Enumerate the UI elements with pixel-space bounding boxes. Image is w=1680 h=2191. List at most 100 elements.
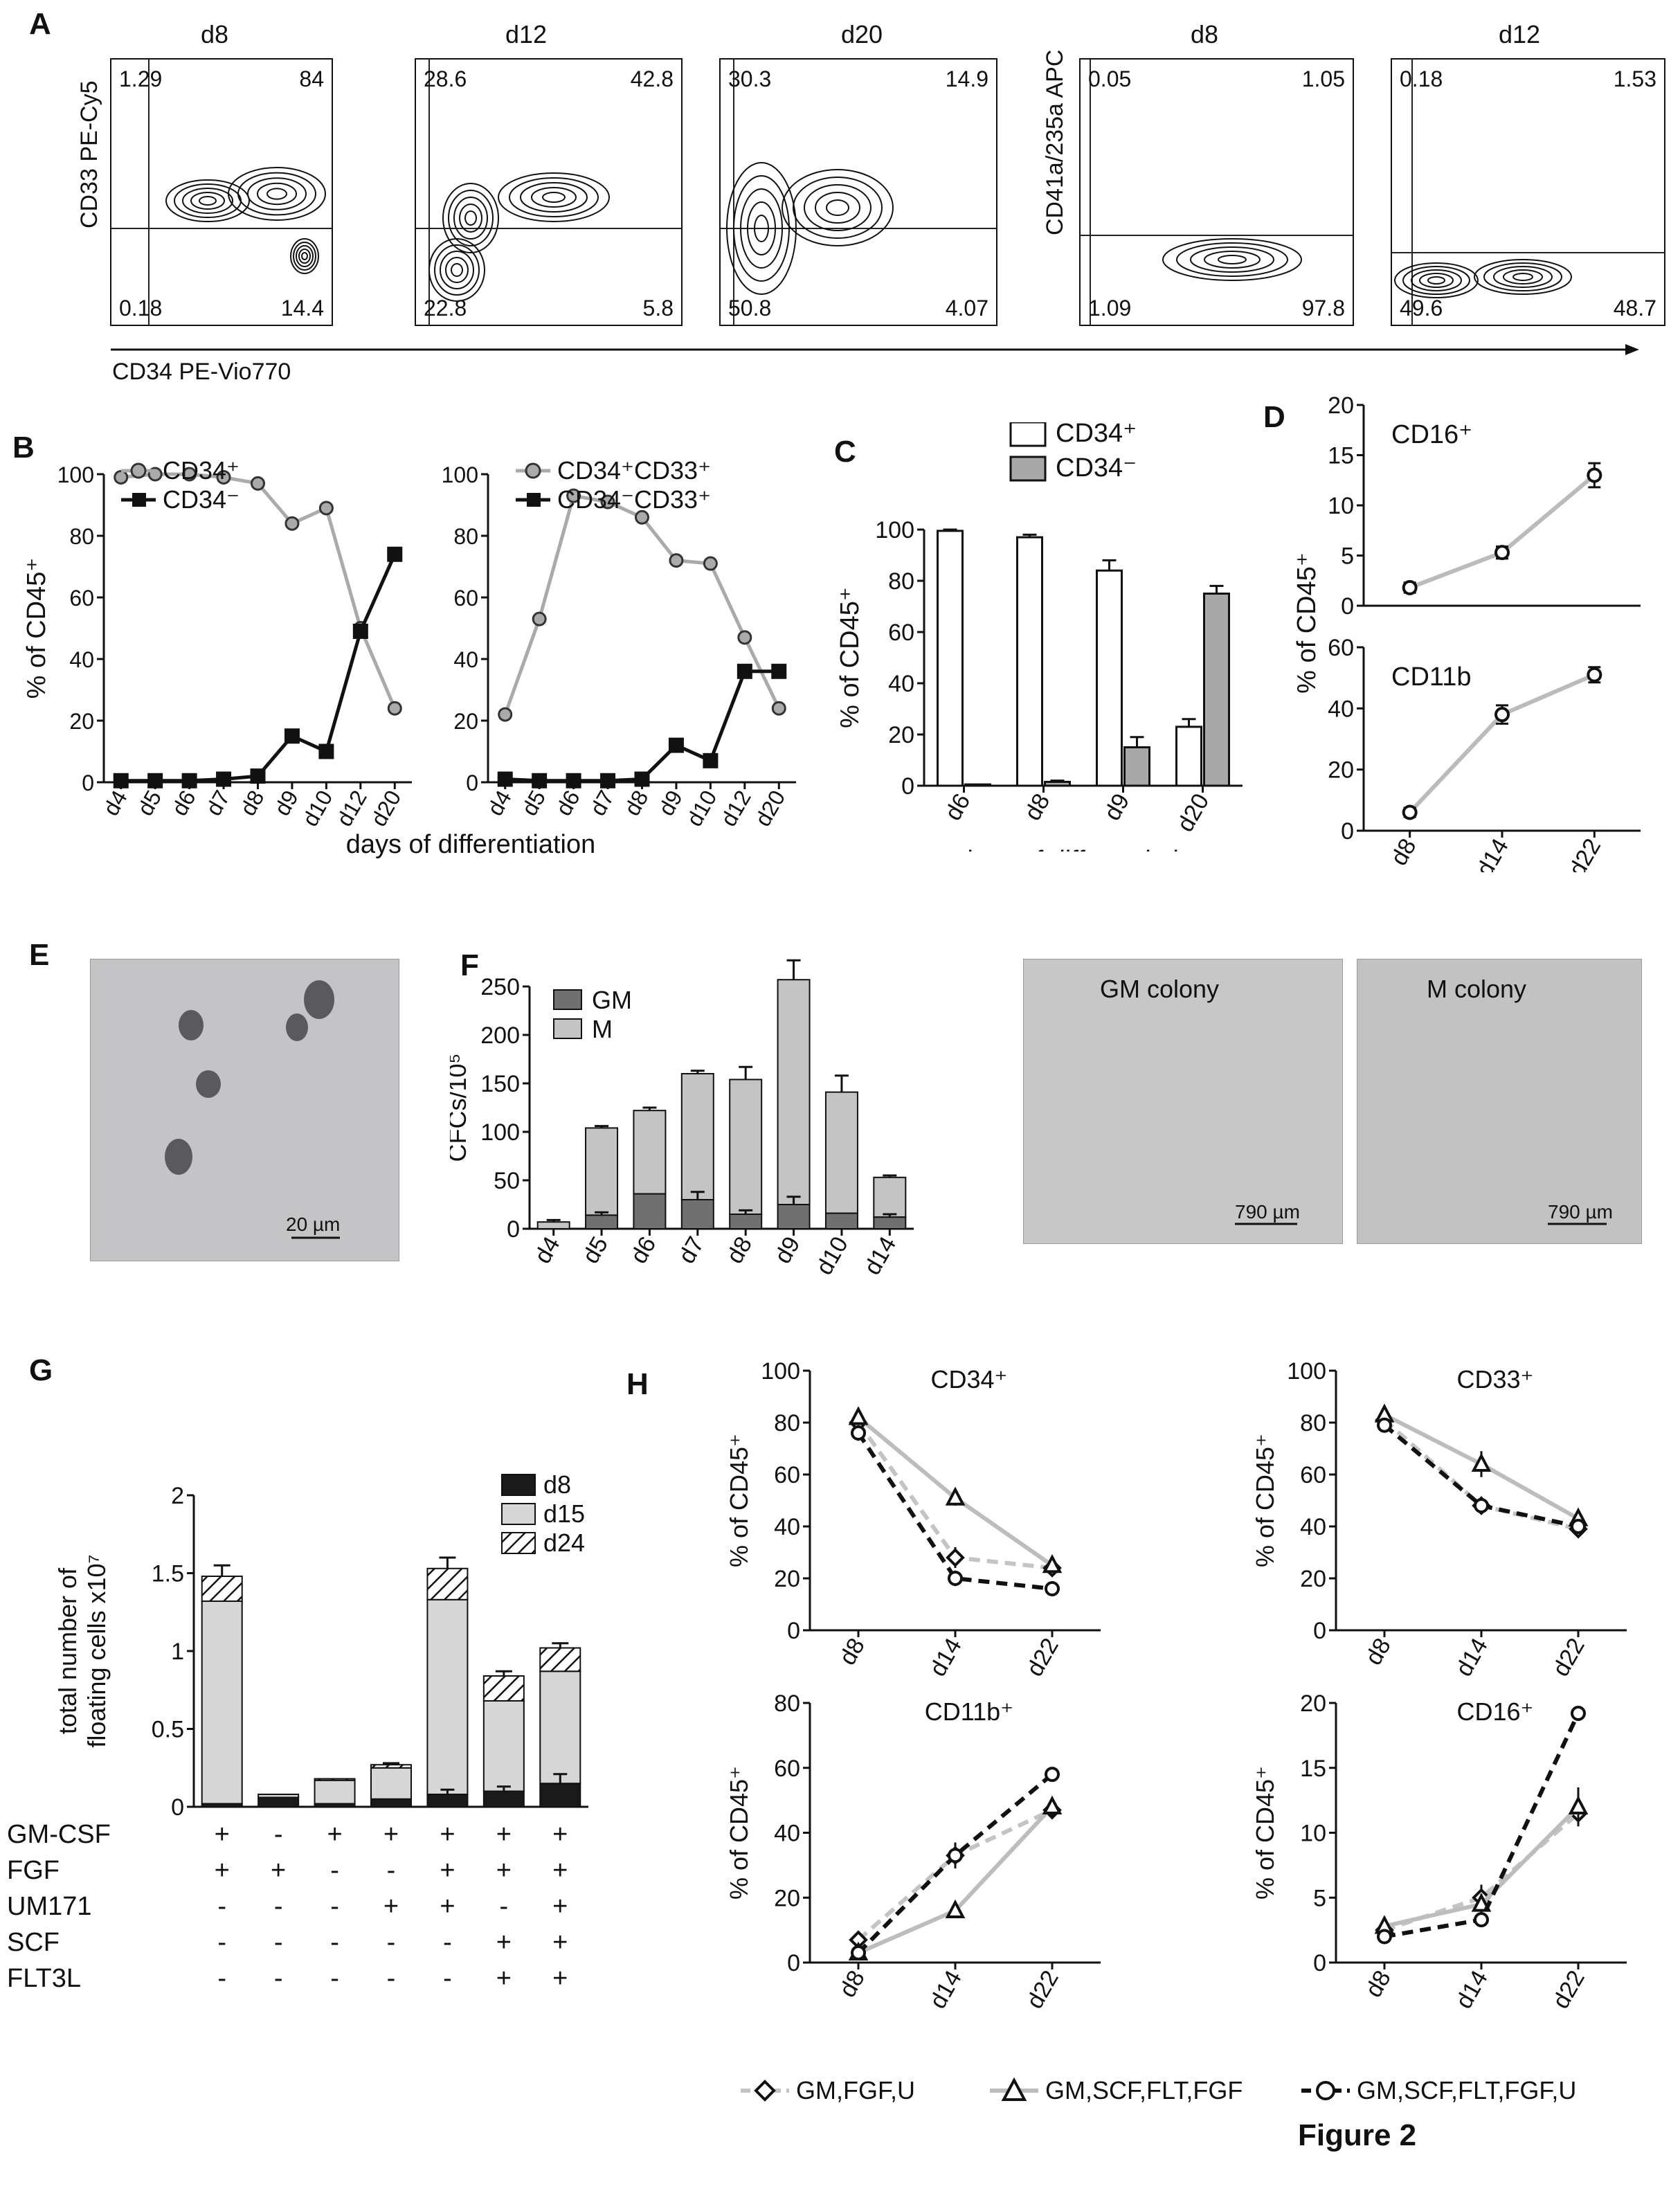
chart-B-left-y-tick-label: 80 — [69, 524, 94, 549]
flow-contour — [498, 172, 610, 222]
g-table-cell: + — [552, 1928, 568, 1957]
flow-quadrant-ul: 0.05 — [1088, 66, 1131, 91]
g-table-cell: - — [217, 1964, 226, 1993]
chart-g-bar-d8 — [258, 1796, 300, 1807]
chart-B-left-legend-0-label: CD34⁺ — [163, 456, 240, 485]
chart-d-bottom-point — [1402, 804, 1418, 820]
chart-h-cd11b-point — [948, 1848, 963, 1864]
chart-h-cd34-point — [1045, 1581, 1060, 1596]
chart-c-legend-swatch — [1009, 456, 1047, 482]
flow-plot-title: d20 — [841, 20, 883, 48]
chart-d-x-tick-label: d22 — [1564, 834, 1606, 872]
chart-d-bottom-y-tick-label: 20 — [1328, 757, 1354, 784]
panel-label-c: C — [834, 435, 856, 469]
chart-c-y-tick-label: 80 — [888, 568, 914, 595]
h-legend-item-3: GM,SCF,FLT,FGF,U — [1301, 2076, 1576, 2104]
g-table-row-label: FGF — [7, 1856, 60, 1885]
chart-d-bottom-y-tick-label: 0 — [1341, 818, 1354, 845]
chart-B-right-series-line — [503, 494, 781, 715]
chart-c-legend-swatch — [1009, 422, 1047, 447]
chart-c-y-tick-label: 60 — [888, 620, 914, 646]
flow-plot-title: d8 — [1191, 20, 1218, 48]
flow-plot-frame — [1079, 58, 1354, 326]
chart-B-right-point — [634, 771, 650, 787]
chart-B-left-point — [387, 701, 402, 716]
chart-B-right-point — [498, 707, 513, 722]
chart-B-left-y-tick-label: 60 — [69, 586, 94, 611]
chart-g-bar-d24 — [482, 1675, 525, 1702]
g-table-cell: - — [387, 1928, 396, 1957]
g-table-cell: - — [274, 1820, 283, 1849]
chart-h-cd11b-y-tick-label: 80 — [774, 1690, 800, 1717]
flow-quadrant-ur: 42.8 — [631, 66, 674, 91]
chart-g-legend-swatch — [501, 1532, 536, 1554]
chart-f-legend-swatch — [553, 1018, 582, 1039]
chart-h-cd33-point — [1474, 1498, 1489, 1513]
chart-B-right-x-tick-label: d7 — [585, 786, 619, 820]
h-legend-item-2: GM,SCF,FLT,FGF — [990, 2076, 1243, 2104]
chart-B-left-point — [216, 469, 231, 485]
chart-h-cd16-point — [1571, 1706, 1586, 1721]
chart-h-cd34-series-line — [856, 1432, 1053, 1591]
flow-quadrant-ll: 22.8 — [424, 296, 467, 321]
chart-d-x-tick-label: d14 — [1472, 834, 1514, 872]
flow-quadrant-ul: 28.6 — [424, 66, 467, 91]
flow-plot-title: d12 — [1499, 20, 1540, 48]
micrograph-gm-colony: GM colony 790 µm — [1023, 959, 1343, 1244]
flow-contour — [428, 238, 485, 302]
chart-c-bar — [937, 530, 964, 787]
flow-quadrant-ll: 49.6 — [1400, 296, 1443, 321]
flow-contour — [793, 177, 883, 239]
chart-h-cd11b-series-line — [857, 1807, 1054, 1942]
flow-contour — [296, 245, 314, 267]
chart-g-y-tick-label: 0.5 — [152, 1717, 184, 1743]
g-table-cell: + — [440, 1856, 455, 1885]
chart-B-right-point — [600, 494, 615, 510]
flow-contour — [815, 192, 860, 224]
micrograph-e-scale: 20 µm — [286, 1214, 340, 1235]
flow-contour — [520, 182, 588, 213]
chart-h-cd33-x-tick-label: d8 — [1360, 1634, 1396, 1670]
chart-f-bar-gm — [777, 1204, 811, 1229]
flow-plot-frame — [1391, 58, 1665, 326]
chart-c-y-tick-label: 20 — [888, 722, 914, 748]
chart-g-legend-label: d8 — [543, 1470, 571, 1499]
chart-f-x-tick-label: d6 — [626, 1232, 662, 1268]
chart-g-y-tick-label: 2 — [171, 1483, 184, 1509]
chart-f-y-tick-label: 250 — [480, 974, 520, 1000]
chart-B-right-y-tick-label: 80 — [453, 524, 478, 549]
chart-f-bar-gm — [585, 1214, 619, 1229]
flow-contour — [267, 188, 287, 200]
chart-B-left-x-tick-label: d5 — [132, 786, 166, 820]
g-table-cell: - — [274, 1928, 283, 1957]
micrograph-e-cells: 20 µm — [165, 980, 340, 1239]
chart-f-legend-label: M — [592, 1015, 613, 1043]
micrograph-e: 20 µm — [90, 959, 399, 1261]
chart-B-right-x-tick-label: d5 — [516, 786, 550, 820]
gm-colony-title: GM colony — [1100, 975, 1219, 1003]
chart-h-cd34-y-tick-label: 20 — [774, 1566, 800, 1592]
chart-f-y-tick-label: 200 — [480, 1022, 520, 1049]
g-table-cell: - — [217, 1928, 226, 1957]
chart-h-cd34-y-tick-label: 0 — [787, 1618, 800, 1644]
chart-f-bar-gm — [729, 1214, 763, 1229]
chart-B-right-x-tick-label: d12 — [716, 786, 756, 831]
chart-h-cd16-point — [1474, 1912, 1489, 1928]
chart-d-x-tick-label: d8 — [1386, 834, 1422, 870]
chart-f-y-tick-label: 100 — [480, 1119, 520, 1146]
chart-d-bottom-line — [1408, 672, 1596, 814]
flow-contour — [754, 215, 769, 242]
chart-B-left-point — [250, 768, 266, 784]
flow-contour — [1394, 262, 1479, 298]
flow-contour — [434, 244, 480, 296]
g-table-row-label: GM-CSF — [7, 1820, 111, 1849]
chart-h-cd34-y-tick-label: 60 — [774, 1462, 800, 1488]
chart-g-y-tick-label: 0 — [171, 1794, 184, 1821]
flow-contour — [298, 249, 311, 264]
chart-g-bar-d15 — [539, 1670, 581, 1785]
chart-B-right-x-tick-label: d20 — [750, 786, 790, 831]
flow-contour — [1474, 259, 1572, 295]
chart-d-top-y-tick-label: 0 — [1341, 593, 1354, 620]
flow-contour — [293, 242, 316, 271]
chart-B-left-point — [284, 516, 300, 531]
